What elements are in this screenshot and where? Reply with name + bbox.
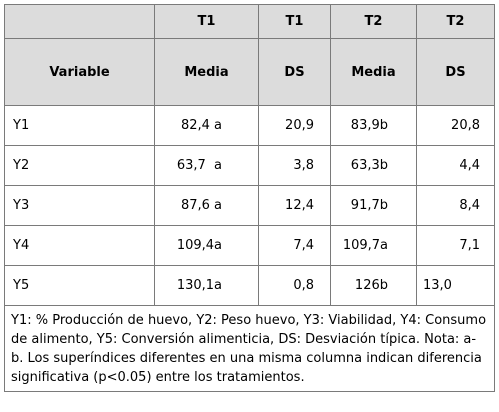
table-row: Y4 109,4a 7,4 109,7a 7,1	[4, 225, 495, 266]
cell-t2-media: 63,3b	[330, 145, 417, 186]
header-cell: Media	[154, 38, 259, 106]
cell-t2-media: 83,9b	[330, 105, 417, 146]
cell-t1-media: 82,4 a	[154, 105, 259, 146]
table-row: Y3 87,6 a 12,4 91,7b 8,4	[4, 185, 495, 226]
cell-t2-ds: 13,0	[416, 265, 495, 306]
cell-variable: Y5	[4, 265, 155, 306]
cell-t1-ds: 20,9	[258, 105, 331, 146]
cell-t1-ds: 3,8	[258, 145, 331, 186]
table-row: Y5 130,1a 0,8 126b 13,0	[4, 265, 495, 306]
cell-t1-media: 63,7 a	[154, 145, 259, 186]
cell-t2-media: 126b	[330, 265, 417, 306]
header-cell: T1	[258, 4, 331, 39]
cell-t1-ds: 7,4	[258, 225, 331, 266]
header-cell: Media	[330, 38, 417, 106]
header-cell: Variable	[4, 38, 155, 106]
cell-t2-ds: 20,8	[416, 105, 495, 146]
cell-variable: Y4	[4, 225, 155, 266]
header-cell	[4, 4, 155, 39]
cell-variable: Y3	[4, 185, 155, 226]
table-note: Y1: % Producción de huevo, Y2: Peso huev…	[4, 305, 495, 392]
header-row-treatment: T1 T1 T2 T2	[4, 4, 495, 39]
results-table: T1 T1 T2 T2 Variable Media DS Media DS Y…	[4, 4, 495, 392]
cell-variable: Y1	[4, 105, 155, 146]
header-cell: DS	[416, 38, 495, 106]
cell-t1-media: 109,4a	[154, 225, 259, 266]
cell-t1-media: 87,6 a	[154, 185, 259, 226]
cell-t2-media: 109,7a	[330, 225, 417, 266]
table-note-row: Y1: % Producción de huevo, Y2: Peso huev…	[4, 305, 495, 392]
cell-t2-ds: 4,4	[416, 145, 495, 186]
table-row: Y2 63,7 a 3,8 63,3b 4,4	[4, 145, 495, 186]
header-cell: T2	[330, 4, 417, 39]
cell-t2-ds: 8,4	[416, 185, 495, 226]
header-cell: T1	[154, 4, 259, 39]
header-cell: DS	[258, 38, 331, 106]
cell-t1-media: 130,1a	[154, 265, 259, 306]
table-row: Y1 82,4 a 20,9 83,9b 20,8	[4, 105, 495, 146]
cell-t2-media: 91,7b	[330, 185, 417, 226]
cell-t2-ds: 7,1	[416, 225, 495, 266]
header-row-measure: Variable Media DS Media DS	[4, 38, 495, 106]
results-table-container: T1 T1 T2 T2 Variable Media DS Media DS Y…	[4, 4, 495, 403]
header-cell: T2	[416, 4, 495, 39]
cell-t1-ds: 12,4	[258, 185, 331, 226]
cell-variable: Y2	[4, 145, 155, 186]
cell-t1-ds: 0,8	[258, 265, 331, 306]
